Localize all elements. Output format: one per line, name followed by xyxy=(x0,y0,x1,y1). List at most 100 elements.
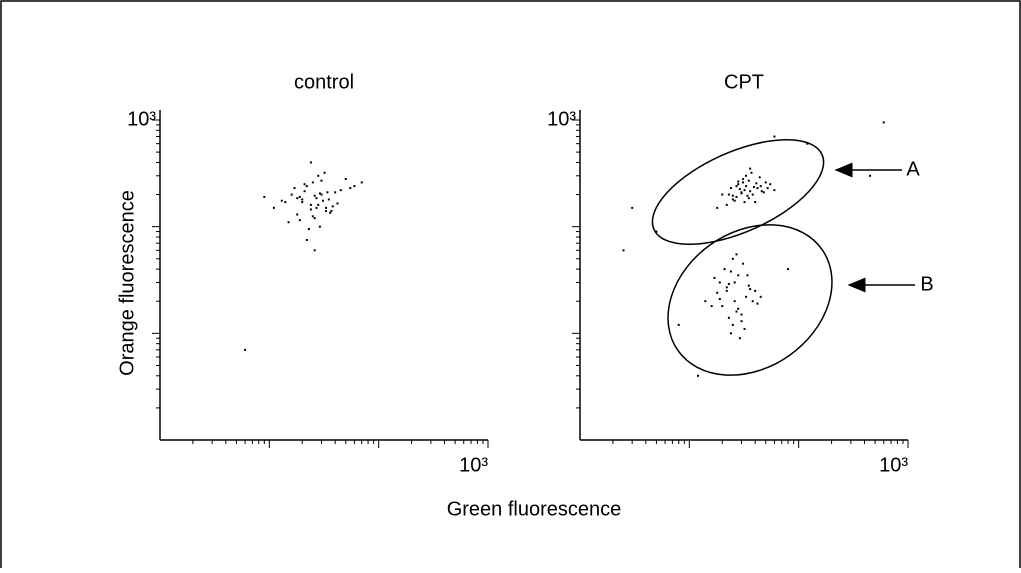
point xyxy=(293,187,296,190)
point xyxy=(749,167,752,170)
point xyxy=(759,295,762,298)
point xyxy=(721,305,724,308)
gate-b xyxy=(667,224,833,376)
point xyxy=(327,198,330,201)
point xyxy=(759,185,762,188)
point xyxy=(733,281,736,284)
point xyxy=(301,198,304,201)
point xyxy=(740,191,743,194)
point xyxy=(320,179,323,182)
point xyxy=(869,174,872,177)
point xyxy=(735,185,738,188)
point xyxy=(309,203,312,206)
point xyxy=(733,199,736,202)
point xyxy=(737,274,740,277)
point xyxy=(303,190,306,193)
point xyxy=(773,189,776,192)
panel-title: control xyxy=(294,71,354,93)
point xyxy=(787,268,790,271)
point xyxy=(740,192,743,195)
gate-a xyxy=(651,138,825,246)
y-tick-label: 10³ xyxy=(127,108,156,130)
point xyxy=(296,213,299,216)
point xyxy=(718,297,721,300)
point xyxy=(743,189,746,192)
point xyxy=(754,289,757,292)
point xyxy=(729,187,732,190)
point xyxy=(360,181,363,184)
point xyxy=(313,194,316,197)
point xyxy=(315,197,318,200)
point xyxy=(751,193,754,196)
gates xyxy=(651,138,915,376)
point xyxy=(758,176,761,179)
point xyxy=(725,286,728,289)
point xyxy=(742,177,745,180)
point xyxy=(339,189,342,192)
point xyxy=(317,203,320,206)
point xyxy=(743,327,746,330)
point xyxy=(729,332,732,335)
point xyxy=(718,281,721,284)
x-tick-label: 10³ xyxy=(879,454,908,476)
point xyxy=(731,257,734,260)
point xyxy=(754,201,757,204)
point xyxy=(735,310,738,313)
point xyxy=(882,121,885,124)
x-axis-label: Green fluorescence xyxy=(447,498,622,520)
gate-label: A xyxy=(906,158,920,180)
point xyxy=(318,192,321,195)
panel-title: CPT xyxy=(724,71,764,93)
point xyxy=(305,185,308,188)
point xyxy=(756,187,759,190)
point xyxy=(727,283,730,286)
point xyxy=(733,300,736,303)
point xyxy=(272,206,275,209)
point xyxy=(320,193,323,196)
point xyxy=(305,238,308,241)
point xyxy=(751,300,754,303)
point xyxy=(806,142,809,145)
point xyxy=(263,195,266,198)
point xyxy=(313,217,316,220)
point xyxy=(716,206,719,209)
point xyxy=(696,374,699,377)
point xyxy=(764,181,767,184)
point xyxy=(325,210,328,213)
point xyxy=(729,270,732,273)
point xyxy=(745,295,748,298)
point xyxy=(349,187,352,190)
point xyxy=(284,201,287,204)
point xyxy=(755,182,758,185)
point xyxy=(727,193,730,196)
point xyxy=(769,183,772,186)
point xyxy=(749,190,752,193)
point xyxy=(735,253,738,256)
point xyxy=(322,199,325,202)
point xyxy=(713,277,716,280)
point xyxy=(766,187,769,190)
point xyxy=(710,305,713,308)
point xyxy=(731,323,734,326)
point xyxy=(747,284,750,287)
point xyxy=(745,174,748,177)
point xyxy=(740,320,743,323)
point xyxy=(296,197,299,200)
point xyxy=(721,193,724,196)
point xyxy=(309,161,312,164)
point xyxy=(298,195,301,198)
point xyxy=(326,191,329,194)
point xyxy=(742,181,745,184)
point xyxy=(329,211,332,214)
point xyxy=(738,188,741,191)
x-tick-label: 10³ xyxy=(459,454,488,476)
point xyxy=(747,179,750,182)
point xyxy=(746,274,749,277)
point xyxy=(344,177,347,180)
point xyxy=(622,249,625,252)
point xyxy=(318,225,321,228)
point xyxy=(746,194,749,197)
point xyxy=(655,230,658,233)
